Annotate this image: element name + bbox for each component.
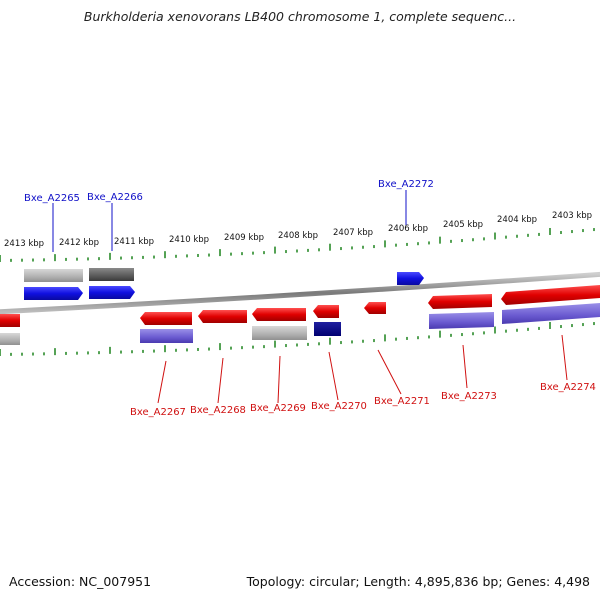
feature-purple-bar[interactable]: [502, 303, 600, 324]
feature-purple-bar[interactable]: [140, 329, 193, 343]
leader-line: [561, 334, 568, 381]
gene-bxe-a2265-arrow[interactable]: [24, 287, 83, 300]
gene-bxe-a2267-arrow[interactable]: [140, 312, 192, 325]
gene-bxe-a2272-arrow[interactable]: [397, 272, 424, 285]
scale-label: 2408 kbp: [278, 231, 318, 241]
leader-line: [377, 349, 402, 395]
gene-label-bxe-a2273[interactable]: Bxe_A2273: [441, 391, 497, 402]
scale-label: 2403 kbp: [552, 211, 592, 221]
gene-label-bxe-a2271[interactable]: Bxe_A2271: [374, 396, 430, 407]
leader-line: [462, 344, 468, 389]
gene-label-bxe-a2267[interactable]: Bxe_A2267: [130, 407, 186, 418]
leader-line: [157, 360, 167, 404]
scale-label: 2405 kbp: [443, 220, 483, 230]
leader-line: [277, 355, 281, 404]
scale-label: 2413 kbp: [4, 239, 44, 249]
gene-bxe-a2266-arrow[interactable]: [89, 286, 135, 299]
gene-label-bxe-a2274[interactable]: Bxe_A2274: [540, 382, 596, 393]
gene-partial-left-arrow[interactable]: [0, 314, 20, 327]
feature-navy-bar[interactable]: [314, 322, 341, 336]
gene-bxe-a2273-arrow[interactable]: [428, 294, 492, 309]
accession-label: Accession: NC_007951: [9, 574, 152, 589]
scale-label: 2404 kbp: [497, 215, 537, 225]
feature-purple-bar[interactable]: [429, 312, 494, 329]
label-leaders: [52, 190, 568, 404]
feature-dark-bar[interactable]: [89, 268, 134, 281]
feature-grey-bar[interactable]: [252, 326, 307, 340]
scale-label: 2412 kbp: [59, 238, 99, 248]
scale-label: 2406 kbp: [388, 224, 428, 234]
scale-label: 2411 kbp: [114, 237, 154, 247]
scale-label: 2409 kbp: [224, 233, 264, 243]
lower-scale: [0, 321, 595, 356]
leader-line: [328, 351, 339, 401]
scale-label: 2407 kbp: [333, 228, 373, 238]
reverse-strand-genes: [0, 285, 600, 345]
gene-bxe-a2269-arrow[interactable]: [252, 308, 306, 321]
gene-label-bxe-a2268[interactable]: Bxe_A2268: [190, 405, 246, 416]
map-title: Burkholderia xenovorans LB400 chromosome…: [83, 9, 517, 24]
gene-label-bxe-a2272[interactable]: Bxe_A2272: [378, 179, 434, 190]
gene-bxe-a2274-arrow[interactable]: [501, 285, 600, 305]
gene-bxe-a2270-arrow[interactable]: [313, 305, 339, 318]
feature-grey-partial-left[interactable]: [0, 333, 20, 345]
gene-label-bxe-a2269[interactable]: Bxe_A2269: [250, 403, 306, 414]
chromosome-backbone: [0, 271, 600, 315]
leader-line: [217, 357, 224, 404]
topology-summary: Topology: circular; Length: 4,895,836 bp…: [246, 574, 590, 589]
gene-label-bxe-a2266[interactable]: Bxe_A2266: [87, 192, 143, 203]
feature-grey-bar[interactable]: [24, 269, 83, 282]
gene-bxe-a2268-arrow[interactable]: [198, 310, 247, 323]
upper-scale: [0, 227, 595, 262]
gene-label-bxe-a2270[interactable]: Bxe_A2270: [311, 401, 367, 412]
scale-label: 2410 kbp: [169, 235, 209, 245]
gene-bxe-a2271-arrow[interactable]: [364, 302, 386, 314]
gene-label-bxe-a2265[interactable]: Bxe_A2265: [24, 193, 80, 204]
forward-strand-genes: [24, 268, 424, 300]
gene-labels: Bxe_A2265 Bxe_A2266 Bxe_A2272 Bxe_A2267 …: [24, 179, 596, 418]
scale-labels: 2413 kbp 2412 kbp 2411 kbp 2410 kbp 2409…: [4, 211, 592, 249]
